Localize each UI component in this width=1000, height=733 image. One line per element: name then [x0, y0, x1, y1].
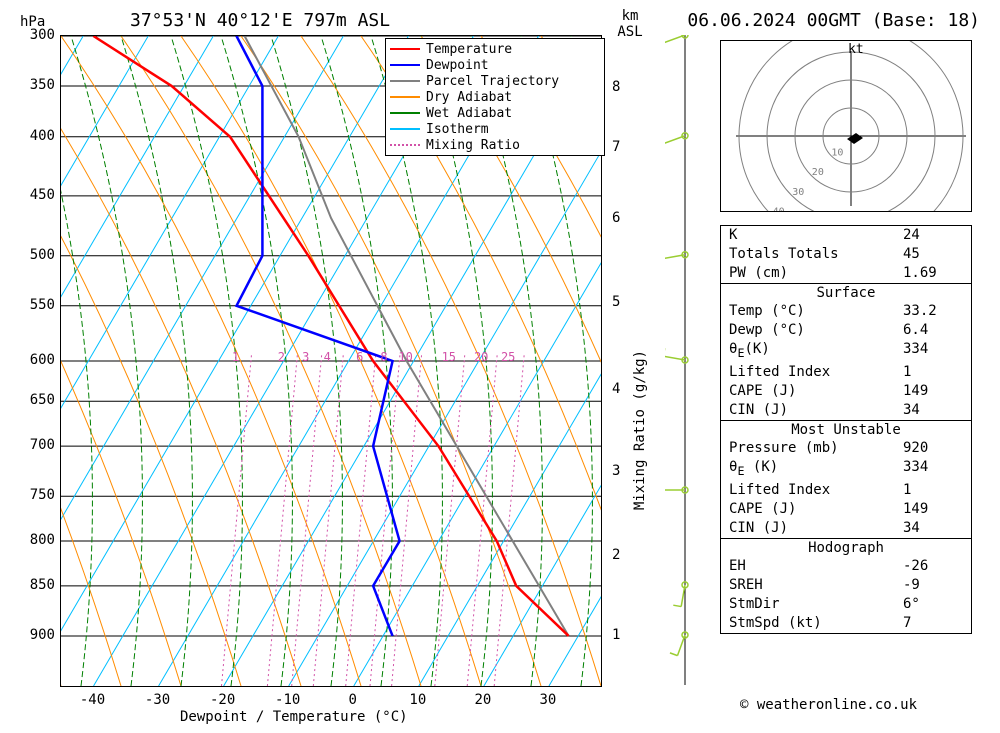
data-row: θE (K)334 [721, 458, 971, 481]
section-header: Most Unstable [721, 421, 971, 439]
legend-item: Mixing Ratio [390, 137, 600, 153]
data-row: CAPE (J)149 [721, 382, 971, 401]
hodograph-plot: 10 20 30 40 [720, 40, 972, 212]
data-row: EH-26 [721, 557, 971, 576]
mixing-ratio-tick: 6 [356, 350, 363, 364]
altitude-tick: 5 [612, 294, 620, 310]
data-row: CIN (J)34 [721, 519, 971, 538]
pressure-tick: 650 [20, 392, 55, 408]
mixing-ratio-tick: 10 [398, 350, 412, 364]
data-row: CIN (J)34 [721, 401, 971, 420]
x-tick: 20 [474, 692, 491, 708]
pressure-tick: 600 [20, 352, 55, 368]
pressure-tick: 300 [20, 27, 55, 43]
mixing-ratio-tick: 20 [474, 350, 488, 364]
x-axis-label: Dewpoint / Temperature (°C) [180, 709, 408, 725]
data-row: θE(K)334 [721, 340, 971, 363]
mixing-ratio-tick: 8 [380, 350, 387, 364]
pressure-tick: 400 [20, 128, 55, 144]
data-row: StmSpd (kt)7 [721, 614, 971, 633]
indices-table: K24Totals Totals45PW (cm)1.69SurfaceTemp… [720, 225, 972, 634]
data-row: Lifted Index1 [721, 481, 971, 500]
legend-item: Wet Adiabat [390, 105, 600, 121]
location-title: 37°53'N 40°12'E 797m ASL [130, 10, 390, 31]
data-row: K24 [721, 226, 971, 245]
legend-item: Parcel Trajectory [390, 73, 600, 89]
pressure-tick: 700 [20, 437, 55, 453]
x-tick: -40 [80, 692, 105, 708]
pressure-tick: 550 [20, 297, 55, 313]
svg-text:30: 30 [792, 187, 804, 198]
altitude-tick: 3 [612, 463, 620, 479]
mixing-ratio-label: Mixing Ratio (g/kg) [632, 350, 648, 510]
altitude-tick: 8 [612, 79, 620, 95]
pressure-tick: 900 [20, 627, 55, 643]
pressure-tick: 450 [20, 187, 55, 203]
pressure-tick: 350 [20, 77, 55, 93]
altitude-tick: 6 [612, 210, 620, 226]
data-row: CAPE (J)149 [721, 500, 971, 519]
legend-item: Dewpoint [390, 57, 600, 73]
y-axis-right-label: kmASL [610, 8, 650, 40]
section-header: Hodograph [721, 539, 971, 557]
section-header: Surface [721, 284, 971, 302]
pressure-tick: 500 [20, 247, 55, 263]
x-tick: 0 [349, 692, 357, 708]
data-row: StmDir6° [721, 595, 971, 614]
mixing-ratio-tick: 4 [324, 350, 331, 364]
x-tick: 30 [540, 692, 557, 708]
svg-text:20: 20 [812, 167, 824, 178]
pressure-tick: 750 [20, 487, 55, 503]
legend-item: Isotherm [390, 121, 600, 137]
data-row: SREH-9 [721, 576, 971, 595]
data-row: PW (cm)1.69 [721, 264, 971, 283]
wind-barb-staff [670, 35, 700, 685]
svg-text:10: 10 [831, 148, 843, 159]
mixing-ratio-tick: 3 [302, 350, 309, 364]
data-row: Temp (°C)33.2 [721, 302, 971, 321]
altitude-tick: 4 [612, 381, 620, 397]
data-row: Lifted Index1 [721, 363, 971, 382]
altitude-tick: 7 [612, 139, 620, 155]
mixing-ratio-tick: 25 [501, 350, 515, 364]
x-tick: -20 [210, 692, 235, 708]
data-row: Totals Totals45 [721, 245, 971, 264]
x-tick: -10 [275, 692, 300, 708]
data-row: Dewp (°C)6.4 [721, 321, 971, 340]
mixing-ratio-tick: 2 [278, 350, 285, 364]
mixing-ratio-tick: 15 [442, 350, 456, 364]
hodograph-unit-label: kt [848, 42, 864, 57]
legend-item: Dry Adiabat [390, 89, 600, 105]
x-tick: -30 [145, 692, 170, 708]
altitude-tick: 1 [612, 627, 620, 643]
chart-legend: TemperatureDewpointParcel TrajectoryDry … [385, 38, 605, 156]
legend-item: Temperature [390, 41, 600, 57]
altitude-tick: 2 [612, 547, 620, 563]
x-tick: 10 [409, 692, 426, 708]
svg-text:40: 40 [773, 206, 785, 211]
data-row: Pressure (mb)920 [721, 439, 971, 458]
mixing-ratio-tick: 1 [232, 350, 239, 364]
pressure-tick: 800 [20, 532, 55, 548]
copyright-text: © weatheronline.co.uk [740, 697, 917, 713]
datetime-title: 06.06.2024 00GMT (Base: 18) [687, 10, 980, 31]
pressure-tick: 850 [20, 577, 55, 593]
